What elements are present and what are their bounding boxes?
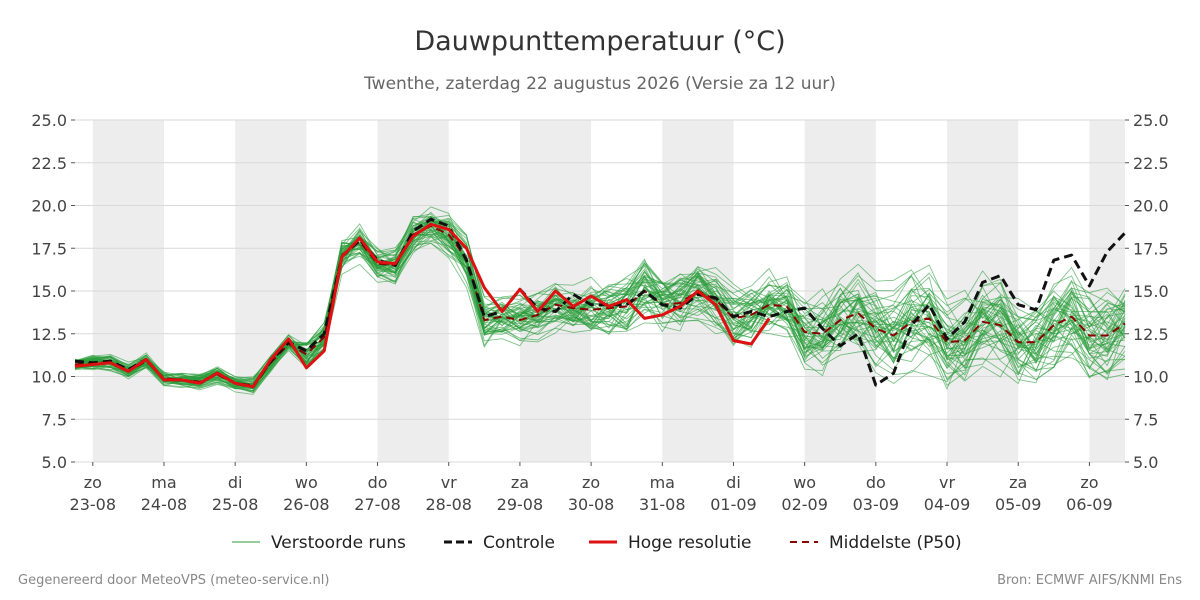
- ensemble-run-line: [74, 235, 1126, 391]
- y-tick-label: 22.5: [1133, 154, 1169, 173]
- x-tick-day: wo: [793, 473, 816, 492]
- x-tick-date: 28-08: [425, 495, 472, 514]
- ensemble-runs: [74, 206, 1126, 395]
- y-tick-label: 12.5: [1133, 325, 1169, 344]
- ensemble-run-line: [74, 223, 1126, 395]
- y-tick-label: 25.0: [31, 111, 67, 130]
- ensemble-run-line: [74, 220, 1126, 393]
- x-tick-date: 31-08: [639, 495, 686, 514]
- y-tick-label: 5.0: [1133, 453, 1158, 472]
- legend-label-controle: Controle: [483, 533, 555, 553]
- ensemble-run-line: [74, 215, 1126, 379]
- x-tick-day: wo: [295, 473, 318, 492]
- x-tick-day: vr: [939, 473, 955, 492]
- x-axis: zo 23-08 ma 24-08 di 25-08 wo 26-08 do 27-08 vr 28-…: [70, 462, 1113, 514]
- y-tick-label: 17.5: [31, 239, 67, 258]
- x-tick-date: 26-08: [283, 495, 330, 514]
- y-tick-label: 7.5: [1133, 410, 1158, 429]
- ensemble-run-line: [74, 220, 1126, 385]
- ensemble-run-line: [74, 213, 1126, 383]
- x-tick-date: 27-08: [354, 495, 401, 514]
- y-tick-label: 22.5: [31, 154, 67, 173]
- x-tick-date: 23-08: [70, 495, 117, 514]
- x-tick-day: di: [228, 473, 243, 492]
- y-tick-label: 25.0: [1133, 111, 1169, 130]
- x-tick-day: do: [866, 473, 886, 492]
- x-tick-date: 04-09: [924, 495, 971, 514]
- y-tick-label: 20.0: [31, 197, 67, 216]
- y-axis-left: 5.0 7.5 10.0 12.5 15.0 17.5 20.0 22.5 25.0: [31, 111, 75, 472]
- x-tick-date: 01-09: [710, 495, 757, 514]
- x-tick-date: 03-09: [853, 495, 900, 514]
- x-tick-date: 05-09: [995, 495, 1042, 514]
- x-tick-day: zo: [1080, 473, 1098, 492]
- y-tick-label: 7.5: [42, 410, 67, 429]
- x-tick-day: zo: [582, 473, 600, 492]
- legend-label-ensemble: Verstoorde runs: [271, 533, 406, 553]
- x-tick-day: di: [726, 473, 741, 492]
- series-line-controle: [74, 217, 1127, 389]
- y-tick-label: 20.0: [1133, 197, 1169, 216]
- x-tick-day: ma: [151, 473, 176, 492]
- y-tick-label: 15.0: [1133, 282, 1169, 301]
- footer-source: Bron: ECMWF AIFS/KNMI Ens: [997, 573, 1182, 588]
- footer-generated-by: Gegenereerd door MeteoVPS (meteo-service…: [18, 573, 329, 588]
- legend-label-hoge-resolutie: Hoge resolutie: [628, 533, 752, 553]
- y-tick-label: 10.0: [1133, 368, 1169, 387]
- ensemble-run-line: [74, 220, 1126, 382]
- x-tick-day: vr: [441, 473, 457, 492]
- x-tick-day: do: [368, 473, 388, 492]
- x-tick-day: zo: [84, 473, 102, 492]
- x-tick-date: 06-09: [1066, 495, 1113, 514]
- series-line-hoge-resolutie: [74, 222, 771, 389]
- legend-label-p50: Middelste (P50): [829, 533, 962, 553]
- chart-subtitle: Twenthe, zaterdag 22 augustus 2026 (Vers…: [363, 74, 836, 94]
- x-tick-day: ma: [650, 473, 675, 492]
- x-tick-day: za: [1009, 473, 1027, 492]
- y-tick-label: 5.0: [42, 453, 67, 472]
- y-tick-label: 10.0: [31, 368, 67, 387]
- chart-title: Dauwpunttemperatuur (°C): [414, 26, 785, 57]
- main-series: [74, 217, 1127, 389]
- y-tick-label: 17.5: [1133, 239, 1169, 258]
- legend: Verstoorde runs Controle Hoge resolutie …: [232, 533, 962, 553]
- x-tick-date: 25-08: [212, 495, 259, 514]
- y-tick-label: 15.0: [31, 282, 67, 301]
- grid-lines: [75, 119, 1125, 463]
- x-tick-date: 29-08: [497, 495, 544, 514]
- y-tick-label: 12.5: [31, 325, 67, 344]
- y-axis-right: 5.0 7.5 10.0 12.5 15.0 17.5 20.0 22.5 25.0: [1125, 111, 1169, 472]
- x-tick-date: 24-08: [141, 495, 188, 514]
- series-line-middelste-p50: [74, 225, 1126, 387]
- x-tick-date: 02-09: [781, 495, 828, 514]
- x-tick-day: za: [511, 473, 529, 492]
- x-tick-date: 30-08: [568, 495, 615, 514]
